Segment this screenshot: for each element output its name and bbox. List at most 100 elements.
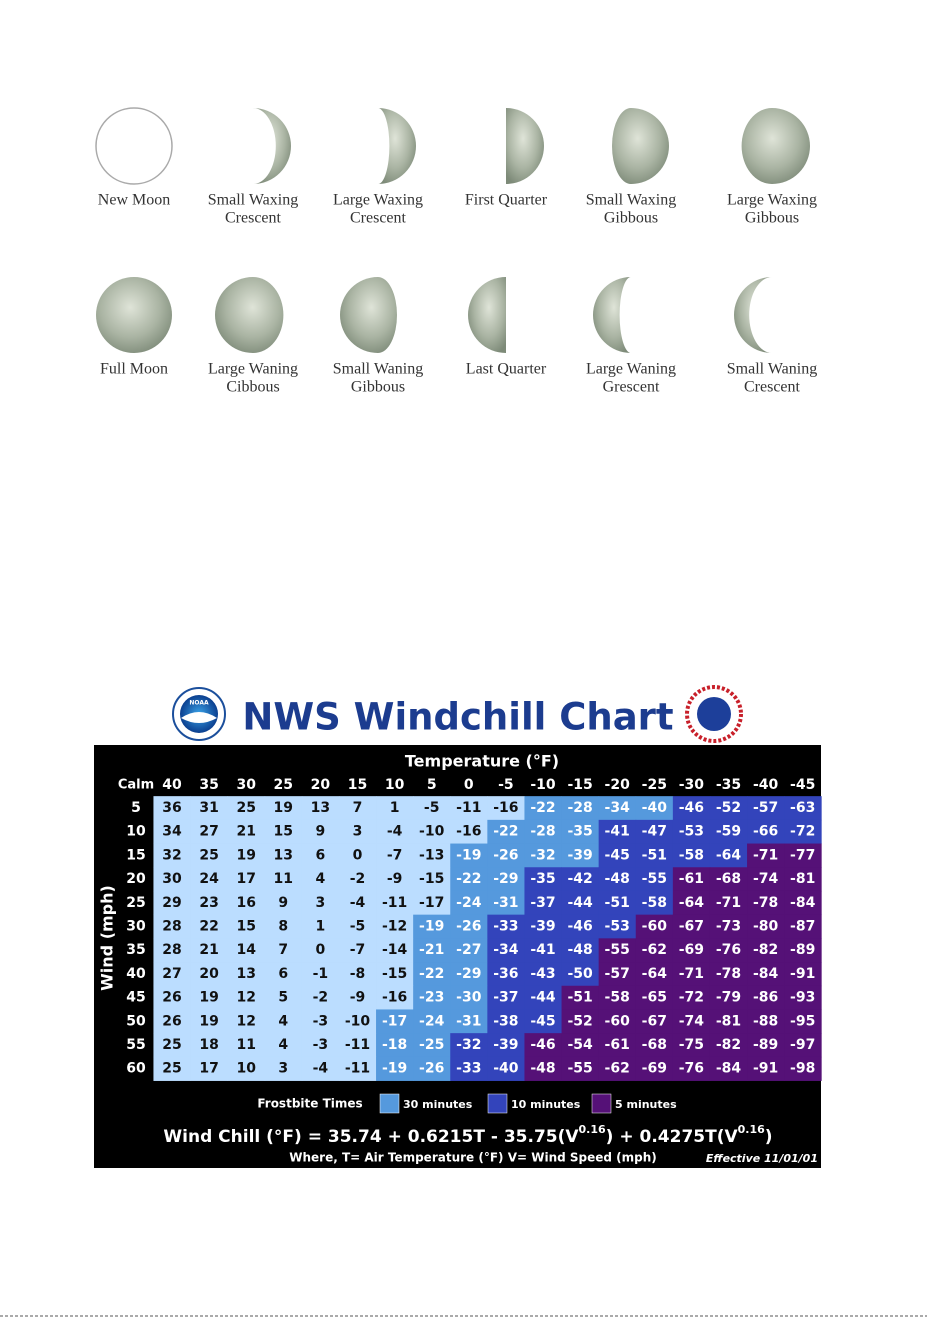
temperature-header: 25 bbox=[274, 777, 293, 793]
cell bbox=[635, 867, 674, 892]
cell bbox=[153, 1009, 191, 1034]
cell bbox=[598, 819, 637, 844]
cell bbox=[672, 1056, 711, 1081]
cell bbox=[524, 1033, 562, 1058]
cell bbox=[338, 1056, 377, 1081]
cell bbox=[487, 796, 525, 821]
temperature-header: -15 bbox=[567, 777, 592, 793]
moon-phase bbox=[612, 108, 669, 184]
wind-chill-value: -58 bbox=[605, 990, 630, 1006]
windchill-chart: NOAA NWS Windchill Chart Temperature (°F… bbox=[94, 685, 822, 1168]
cell bbox=[450, 1056, 488, 1081]
temperature-header: -25 bbox=[642, 777, 667, 793]
cell bbox=[153, 867, 191, 892]
moon-label: Large Waning bbox=[208, 361, 298, 378]
temperature-header: -5 bbox=[498, 777, 514, 793]
wind-chill-value: 21 bbox=[199, 942, 218, 958]
cell bbox=[301, 819, 340, 844]
cell bbox=[598, 796, 637, 821]
cell bbox=[487, 962, 525, 987]
wind-chill-value: -55 bbox=[642, 871, 667, 887]
wind-chill-value: 13 bbox=[236, 966, 255, 982]
wind-chill-value: -11 bbox=[345, 1061, 370, 1077]
wind-chill-value: -35 bbox=[567, 824, 592, 840]
cell bbox=[524, 938, 562, 963]
wind-chill-value: -22 bbox=[493, 824, 518, 840]
cell bbox=[561, 962, 600, 987]
wind-chill-value: 25 bbox=[236, 800, 255, 816]
wind-chill-value: -71 bbox=[679, 966, 704, 982]
wind-chill-value: 3 bbox=[353, 824, 363, 840]
wind-chill-value: -58 bbox=[679, 847, 704, 863]
wind-chill-value: 13 bbox=[311, 800, 330, 816]
cell bbox=[635, 890, 674, 916]
wind-chill-value: -71 bbox=[753, 847, 778, 863]
cell bbox=[376, 843, 414, 868]
cell bbox=[561, 1033, 600, 1058]
wind-chill-value: -69 bbox=[679, 942, 704, 958]
cell bbox=[190, 890, 229, 916]
formula-part: ) + 0.4275T(V bbox=[606, 1127, 739, 1147]
cell bbox=[709, 985, 748, 1010]
wind-chill-value: -64 bbox=[679, 895, 705, 911]
wind-chill-value: -42 bbox=[567, 871, 592, 887]
wind-speed: 20 bbox=[126, 871, 146, 887]
cell bbox=[376, 985, 414, 1010]
wind-chill-value: -28 bbox=[530, 824, 555, 840]
cell bbox=[784, 1033, 822, 1058]
wind-chill-value: 26 bbox=[162, 990, 181, 1006]
wind-chill-value: -61 bbox=[605, 1037, 630, 1053]
cell bbox=[227, 962, 266, 987]
temperature-header: -35 bbox=[716, 777, 741, 793]
legend-label: 5 minutes bbox=[615, 1098, 677, 1111]
wind-chill-value: -43 bbox=[530, 966, 555, 982]
cell bbox=[190, 962, 229, 987]
wind-chill-value: -45 bbox=[530, 1013, 555, 1029]
cell bbox=[376, 796, 414, 821]
cell bbox=[672, 843, 711, 868]
cell bbox=[487, 843, 525, 868]
wind-chill-value: -10 bbox=[345, 1013, 371, 1029]
legend-title: Frostbite Times bbox=[257, 1097, 362, 1111]
wind-chill-value: -17 bbox=[382, 1013, 407, 1029]
wind-chill-value: -95 bbox=[790, 1013, 815, 1029]
wind-chill-value: -64 bbox=[642, 966, 668, 982]
nws-logo-inner bbox=[697, 697, 731, 731]
moon-phase bbox=[741, 108, 810, 184]
wind-chill-value: -91 bbox=[790, 966, 815, 982]
wind-chill-value: -11 bbox=[382, 895, 407, 911]
cell bbox=[450, 796, 488, 821]
wind-chill-value: -38 bbox=[493, 1013, 518, 1029]
wind-chill-value: 28 bbox=[162, 919, 181, 935]
wind-chill-value: -54 bbox=[567, 1037, 593, 1053]
cell bbox=[338, 819, 377, 844]
temperature-label: Temperature (°F) bbox=[405, 752, 559, 771]
cell bbox=[561, 914, 600, 939]
wind-chill-value: -65 bbox=[642, 990, 667, 1006]
cell bbox=[338, 1009, 377, 1034]
wind-chill-value: -4 bbox=[350, 895, 366, 911]
temperature-header: 40 bbox=[162, 777, 182, 793]
temperature-header: -30 bbox=[679, 777, 705, 793]
wind-chill-value: -46 bbox=[679, 800, 704, 816]
cell bbox=[264, 867, 303, 892]
wind-chill-value: 17 bbox=[236, 871, 255, 887]
wind-chill-value: -60 bbox=[605, 1013, 631, 1029]
wind-chill-value: -2 bbox=[350, 871, 366, 887]
wind-chill-value: -78 bbox=[716, 966, 741, 982]
wind-chill-value: 24 bbox=[199, 871, 219, 887]
wind-chill-value: -78 bbox=[753, 895, 778, 911]
wind-chill-value: 19 bbox=[274, 800, 293, 816]
wind-chill-value: -2 bbox=[313, 990, 329, 1006]
wind-chill-value: -35 bbox=[530, 871, 555, 887]
wind-chill-value: -7 bbox=[387, 847, 403, 863]
wind-chill-value: -31 bbox=[493, 895, 518, 911]
cell bbox=[227, 1033, 266, 1058]
cell bbox=[153, 1033, 191, 1058]
cell bbox=[227, 796, 266, 821]
wind-chill-value: -47 bbox=[642, 824, 667, 840]
cell bbox=[227, 914, 266, 939]
cell bbox=[524, 962, 562, 987]
wind-chill-value: -32 bbox=[530, 847, 555, 863]
cell bbox=[747, 1056, 785, 1081]
